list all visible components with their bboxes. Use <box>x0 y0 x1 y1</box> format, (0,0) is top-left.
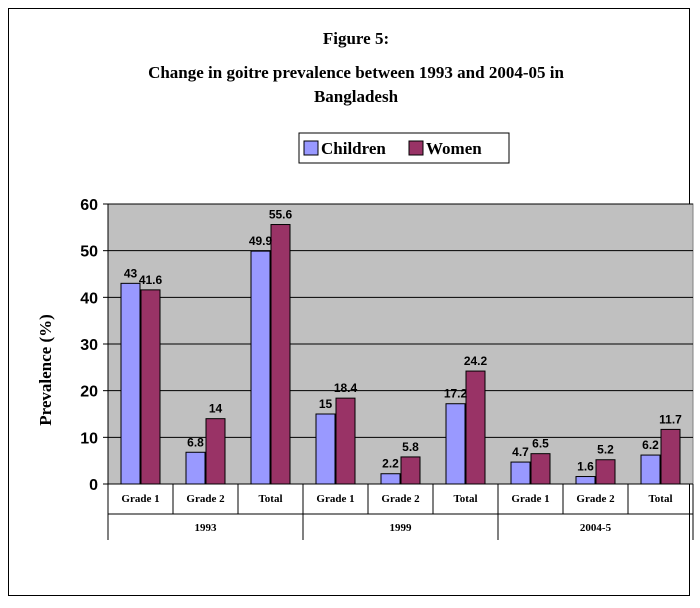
bar-women <box>270 224 291 485</box>
y-tick-label: 10 <box>80 430 98 447</box>
x-group-label: 2004-5 <box>580 522 612 534</box>
data-label-women: 24.2 <box>464 354 488 368</box>
y-tick-label: 0 <box>89 477 98 494</box>
chart-title-line-3: Bangladesh <box>314 87 399 106</box>
data-label-children: 1.6 <box>577 460 594 474</box>
bar-women <box>660 428 681 485</box>
legend-label-women: Women <box>426 139 482 158</box>
data-label-children: 4.7 <box>512 445 529 459</box>
data-label-children: 6.2 <box>642 438 659 452</box>
bar-children <box>185 451 206 485</box>
x-category-label: Total <box>258 493 282 505</box>
x-category-label: Grade 2 <box>186 493 225 505</box>
x-category-label: Grade 2 <box>576 493 615 505</box>
bar-children <box>510 461 531 485</box>
y-tick-label: 40 <box>80 290 98 307</box>
legend-swatch-women <box>408 140 424 156</box>
y-axis: 0 10 20 30 40 50 60 <box>80 197 109 494</box>
bar-women <box>205 418 226 485</box>
x-category-label: Total <box>648 493 672 505</box>
bar-women <box>530 453 551 485</box>
bar-women <box>335 397 356 485</box>
y-tick-label: 50 <box>80 244 98 261</box>
bar-women <box>400 456 421 485</box>
bar-children <box>640 454 661 485</box>
bar-children <box>315 413 336 485</box>
bar-women <box>595 459 616 485</box>
data-label-women: 41.6 <box>139 273 163 287</box>
bar-women <box>465 370 486 485</box>
bar-women <box>140 289 161 485</box>
data-label-children: 6.8 <box>187 435 204 449</box>
x-group-label: 1993 <box>195 522 218 534</box>
data-label-women: 18.4 <box>334 381 358 395</box>
x-group-label: 1999 <box>390 522 413 534</box>
legend-swatch-children <box>303 140 319 156</box>
data-label-women: 6.5 <box>532 437 549 451</box>
y-tick-label: 60 <box>80 197 98 214</box>
legend-label-children: Children <box>321 139 386 158</box>
x-category-label: Grade 1 <box>511 493 549 505</box>
x-axis: Grade 1 Grade 2 Total Grade 1 Grade 2 Total Gr… <box>107 483 694 540</box>
data-label-children: 49.9 <box>249 234 273 248</box>
y-tick-label: 30 <box>80 337 98 354</box>
x-category-label: Grade 1 <box>121 493 159 505</box>
y-tick-label: 20 <box>80 384 98 401</box>
bar-children <box>250 250 271 485</box>
y-axis-label: Prevalence (%) <box>36 314 55 426</box>
bar-children <box>120 282 141 485</box>
data-label-children: 17.2 <box>444 387 468 401</box>
legend: Children Women <box>298 132 510 164</box>
data-label-women: 55.6 <box>269 208 293 222</box>
data-label-children: 2.2 <box>382 457 399 471</box>
data-label-children: 43 <box>124 266 138 280</box>
chart-title-line-2: Change in goitre prevalence between 1993… <box>148 63 564 82</box>
x-category-label: Grade 2 <box>381 493 420 505</box>
bar-children <box>575 476 596 485</box>
data-label-women: 14 <box>209 402 223 416</box>
chart-title-line-1: Figure 5: <box>323 29 389 48</box>
legend-box <box>298 132 510 164</box>
bars <box>120 224 681 485</box>
x-category-label: Total <box>453 493 477 505</box>
data-label-women: 5.2 <box>597 443 614 457</box>
data-label-children: 15 <box>319 397 333 411</box>
bar-children <box>380 473 401 485</box>
bar-children <box>445 403 466 485</box>
x-category-label: Grade 1 <box>316 493 354 505</box>
data-label-women: 11.7 <box>659 412 682 426</box>
data-label-women: 5.8 <box>402 440 419 454</box>
